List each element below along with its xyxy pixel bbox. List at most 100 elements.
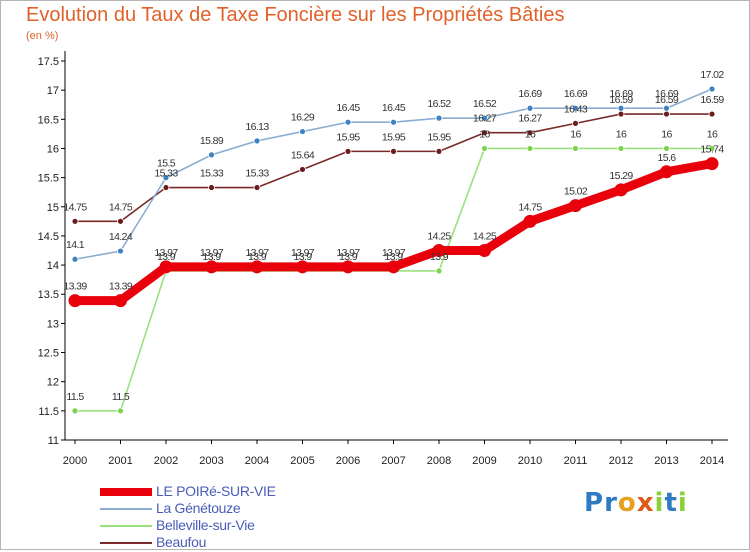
data-point [162, 174, 170, 182]
data-label: 13.9 [248, 251, 267, 263]
data-point [569, 199, 582, 213]
data-point [663, 104, 670, 112]
y-tick-label: 12 [47, 377, 59, 389]
legend-swatch-belleville [100, 525, 152, 527]
logo-letter: i [654, 488, 665, 518]
data-point [341, 260, 355, 274]
data-point [435, 147, 443, 155]
y-tick-label: 15 [47, 202, 59, 214]
data-label: 15.95 [382, 131, 406, 143]
data-label: 16.59 [609, 94, 633, 106]
data-label: 13.97 [200, 247, 224, 259]
data-label: 13.9 [293, 251, 312, 263]
data-label: 16.27 [473, 113, 497, 125]
data-label: 16.29 [291, 112, 315, 124]
data-label: 16.59 [700, 94, 724, 106]
data-label: 16.69 [564, 88, 588, 100]
y-tick-label: 16 [47, 143, 59, 155]
y-tick-label: 11.5 [38, 406, 59, 418]
data-point [663, 110, 670, 118]
data-point [390, 118, 397, 126]
y-tick-label: 13 [47, 318, 59, 330]
logo-letter: i [677, 488, 688, 518]
data-point [344, 118, 352, 126]
data-label: 14.1 [66, 239, 85, 251]
data-label: 16 [661, 128, 672, 140]
logo-letter: o [617, 488, 637, 518]
data-point [117, 247, 124, 255]
data-label: 16.59 [655, 94, 679, 106]
data-label: 13.9 [430, 251, 449, 263]
line-chart: 11 11.5 12 12.5 13 13.5 14 14.5 15 15.5 16 16.5 17 17… [38, 51, 728, 467]
data-point [117, 407, 124, 415]
x-tick-label: 2002 [154, 455, 178, 467]
data-point [708, 110, 716, 118]
data-point [208, 184, 215, 191]
data-label: 16 [570, 128, 581, 140]
chart-title: Evolution du Taux de Taxe Foncière sur l… [26, 4, 565, 26]
legend-label-belleville: Belleville-sur-Vie [156, 517, 255, 533]
data-point [68, 294, 82, 308]
y-tick-label: 13.5 [38, 289, 59, 301]
data-label: 16 [707, 128, 718, 140]
data-point [705, 157, 719, 171]
data-label: 14.25 [427, 231, 451, 243]
data-label: 13.97 [154, 247, 178, 259]
y-tick-label: 17.5 [38, 56, 59, 68]
x-tick-label: 2013 [654, 455, 678, 467]
legend-swatch-le-poire [100, 488, 152, 496]
data-label: 15.89 [200, 135, 224, 147]
legend-label-le-poire: LE POIRé-SUR-VIE [156, 483, 276, 499]
logo-letter: x [636, 488, 655, 518]
data-label: 11.5 [112, 391, 130, 403]
data-point [478, 244, 491, 257]
data-point [296, 260, 309, 274]
data-label: 16 [479, 128, 490, 140]
data-label: 13.39 [109, 281, 133, 293]
data-label: 15.95 [427, 131, 451, 143]
data-point [71, 255, 79, 263]
data-point [117, 217, 124, 225]
x-tick-label: 2011 [564, 455, 588, 467]
data-label: 15.29 [609, 170, 633, 182]
data-label: 14.75 [518, 201, 542, 213]
data-point [432, 244, 446, 257]
legend-label-la-genetouze: La Génétouze [156, 500, 241, 516]
x-tick-label: 2004 [245, 455, 269, 467]
data-point [435, 114, 443, 122]
data-label: 13.39 [63, 281, 87, 293]
logo-letter: t [664, 488, 678, 518]
y-tick-label: 12.5 [38, 348, 59, 360]
data-label: 16.69 [655, 88, 679, 100]
legend-swatch-la-genetouze [100, 508, 152, 510]
data-point [617, 145, 625, 152]
data-label: 11.5 [66, 391, 84, 403]
data-label: 16.52 [473, 98, 497, 110]
y-tick-label: 16.5 [38, 114, 59, 126]
data-label: 16.43 [564, 103, 588, 115]
data-point [71, 407, 79, 415]
data-point [344, 147, 352, 155]
data-label: 16 [616, 128, 627, 140]
data-label: 13.97 [291, 247, 315, 259]
data-label: 16.69 [609, 88, 633, 100]
legend-swatch-beaufou [100, 542, 152, 544]
data-point [435, 267, 443, 275]
legend-label-beaufou: Beaufou [156, 534, 207, 550]
data-point [526, 145, 534, 152]
data-label: 13.97 [382, 247, 406, 259]
data-point [390, 147, 397, 155]
data-label: 17.02 [700, 69, 724, 81]
data-point [481, 114, 488, 122]
x-tick-label: 2009 [472, 455, 496, 467]
unit-label: (en %) [26, 30, 59, 42]
data-label: 16.45 [382, 102, 406, 114]
data-point [387, 260, 400, 274]
proxiti-logo: Proxiti [584, 488, 688, 518]
data-point [617, 110, 625, 118]
series-line [70, 159, 717, 306]
x-tick-label: 2001 [108, 455, 132, 467]
data-label: 14.25 [473, 231, 497, 243]
data-label: 15.33 [200, 168, 224, 180]
x-tick-label: 2008 [427, 455, 451, 467]
